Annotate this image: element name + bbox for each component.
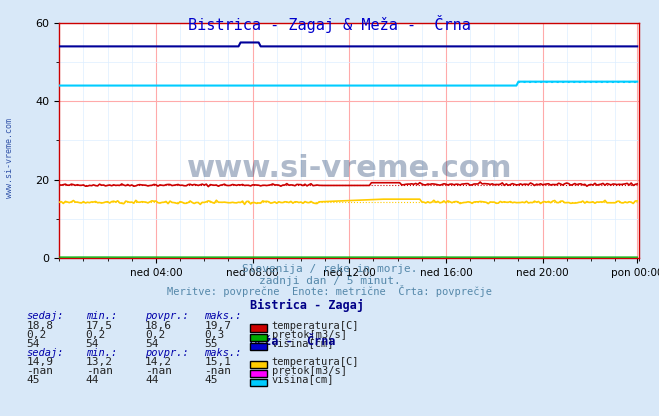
Text: min.:: min.: [86, 312, 117, 322]
Text: 17,5: 17,5 [86, 321, 113, 331]
Text: pretok[m3/s]: pretok[m3/s] [272, 366, 347, 376]
Text: 13,2: 13,2 [86, 357, 113, 367]
Text: povpr.:: povpr.: [145, 312, 188, 322]
Text: 18,8: 18,8 [26, 321, 53, 331]
Text: Slovenija / reke in morje.: Slovenija / reke in morje. [242, 265, 417, 275]
Text: 0,2: 0,2 [26, 330, 47, 340]
Text: sedaj:: sedaj: [26, 312, 64, 322]
Text: 14,2: 14,2 [145, 357, 172, 367]
Text: -nan: -nan [26, 366, 53, 376]
Text: sedaj:: sedaj: [26, 348, 64, 358]
Text: 19,7: 19,7 [204, 321, 231, 331]
Text: višina[cm]: višina[cm] [272, 339, 334, 349]
Text: Bistrica - Zagaj: Bistrica - Zagaj [250, 299, 364, 312]
Text: 15,1: 15,1 [204, 357, 231, 367]
Text: 0,2: 0,2 [86, 330, 106, 340]
Text: 44: 44 [145, 375, 158, 385]
Text: 54: 54 [26, 339, 40, 349]
Text: 18,6: 18,6 [145, 321, 172, 331]
Text: Bistrica - Zagaj & Meža -  Črna: Bistrica - Zagaj & Meža - Črna [188, 15, 471, 32]
Text: 44: 44 [86, 375, 99, 385]
Text: -nan: -nan [86, 366, 113, 376]
Text: Meža -  Črna: Meža - Črna [250, 335, 336, 348]
Text: Meritve: povprečne  Enote: metrične  Črta: povprečje: Meritve: povprečne Enote: metrične Črta:… [167, 285, 492, 297]
Text: 0,2: 0,2 [145, 330, 165, 340]
Text: 0,3: 0,3 [204, 330, 225, 340]
Text: www.si-vreme.com: www.si-vreme.com [5, 118, 14, 198]
Text: -nan: -nan [204, 366, 231, 376]
Text: pretok[m3/s]: pretok[m3/s] [272, 330, 347, 340]
Text: 45: 45 [204, 375, 217, 385]
Text: 54: 54 [86, 339, 99, 349]
Text: višina[cm]: višina[cm] [272, 375, 334, 385]
Text: 54: 54 [145, 339, 158, 349]
Text: www.si-vreme.com: www.si-vreme.com [186, 154, 512, 183]
Text: maks.:: maks.: [204, 312, 242, 322]
Text: 55: 55 [204, 339, 217, 349]
Text: temperatura[C]: temperatura[C] [272, 357, 359, 367]
Text: 45: 45 [26, 375, 40, 385]
Text: -nan: -nan [145, 366, 172, 376]
Text: maks.:: maks.: [204, 348, 242, 358]
Text: min.:: min.: [86, 348, 117, 358]
Text: povpr.:: povpr.: [145, 348, 188, 358]
Text: temperatura[C]: temperatura[C] [272, 321, 359, 331]
Text: 14,9: 14,9 [26, 357, 53, 367]
Text: zadnji dan / 5 minut.: zadnji dan / 5 minut. [258, 276, 401, 286]
